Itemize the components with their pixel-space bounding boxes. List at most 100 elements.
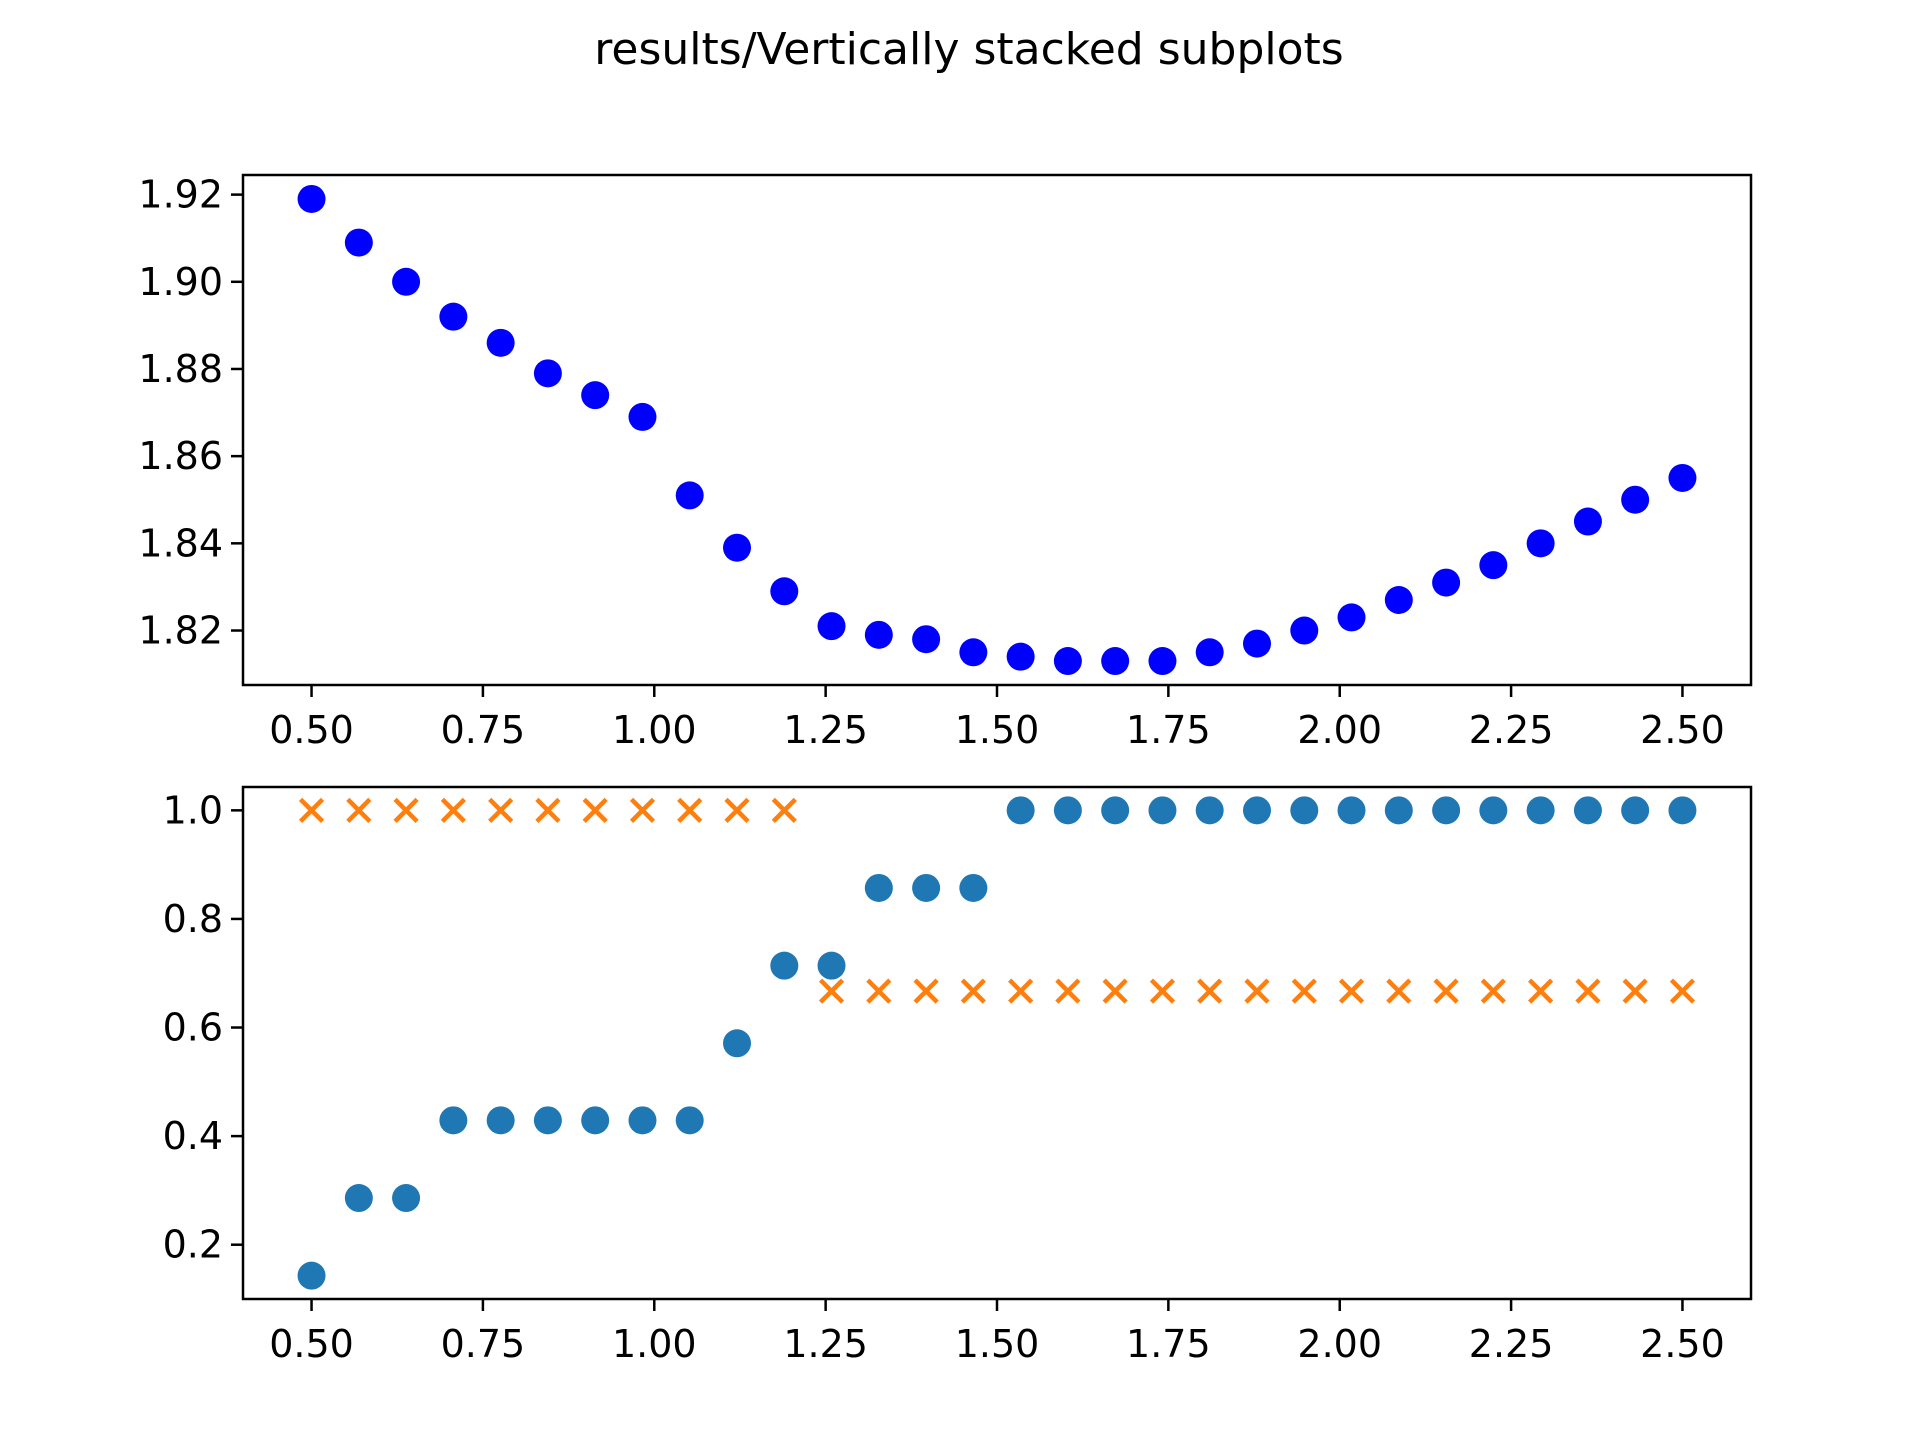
top-x-tick-label: 0.50 (269, 708, 354, 752)
bottom-series-0-point (1053, 796, 1082, 825)
top-series-0-point (1242, 629, 1271, 658)
bottom-series-1-x-marker (1102, 978, 1128, 1004)
top-series-0-point (1384, 586, 1413, 614)
top-series-0-point (817, 612, 846, 641)
bottom-series-0-point (344, 1184, 373, 1213)
bottom-series-0-point (1006, 796, 1035, 825)
top-subplot: 0.50 0.75 1.00 1.25 1.50 1.75 2.00 2.25 2.50 1.82… (138, 173, 1753, 752)
top-y-tick-label: 1.84 (138, 521, 223, 565)
bottom-series-0-point (1101, 796, 1130, 825)
bottom-series-0-point (912, 873, 941, 902)
bottom-series-1-x-marker (1338, 978, 1365, 1004)
bottom-x-tick-label: 1.50 (955, 1322, 1040, 1366)
top-series-0-point (770, 577, 799, 606)
bottom-series-0-point (959, 873, 988, 902)
bottom-series-0-point (1621, 796, 1650, 825)
bottom-y-tick-label: 0.2 (163, 1223, 223, 1267)
bottom-series-0-point (864, 873, 893, 902)
bottom-y-tick-label: 0.8 (163, 897, 223, 941)
bottom-series-1-x-marker (582, 797, 608, 823)
top-x-tick-label: 2.00 (1297, 708, 1382, 752)
bottom-series-0-point (439, 1106, 468, 1135)
bottom-series-1-x-marker (1669, 978, 1696, 1004)
top-series-0-point (297, 184, 326, 213)
top-y-tick-label: 1.88 (138, 347, 223, 391)
bottom-series-1-x-marker (960, 978, 986, 1004)
top-series-0-point (959, 638, 988, 667)
bottom-series-0-point (817, 951, 846, 980)
bottom-series-0-point (1384, 796, 1413, 825)
bottom-series-1-x-marker (724, 797, 750, 823)
figure-suptitle: results/Vertically stacked subplots (594, 24, 1343, 75)
bottom-series-0-point (1668, 796, 1697, 825)
bottom-series-1-x-marker (393, 797, 419, 823)
bottom-series-0-point (297, 1261, 326, 1290)
top-x-tick-label: 1.50 (955, 708, 1040, 752)
top-series-0-point (675, 481, 704, 510)
bottom-series-0-point (1337, 796, 1366, 825)
bottom-series-1-x-marker (346, 797, 372, 823)
bottom-series-1-x-marker (1575, 978, 1601, 1004)
bottom-series-1-x-marker (488, 797, 514, 823)
bottom-series-0-point (675, 1106, 704, 1135)
bottom-series-1-x-marker (1291, 978, 1317, 1004)
bottom-series-0-point (1432, 796, 1461, 825)
bottom-series-0-point (628, 1106, 657, 1135)
bottom-series-1-x-marker (1055, 978, 1081, 1004)
bottom-x-tick-label: 2.50 (1640, 1322, 1725, 1366)
bottom-series-0-point (1573, 796, 1602, 825)
bottom-series-0-point (770, 951, 799, 980)
bottom-series-0-point (1526, 796, 1555, 825)
bottom-series-0-point (1242, 796, 1271, 825)
top-series-0-point (439, 302, 468, 331)
top-series-0-point (1337, 603, 1366, 632)
bottom-series-1-x-marker (1433, 978, 1459, 1004)
top-series-0-point (1148, 647, 1177, 676)
top-series-0-point (581, 381, 610, 410)
bottom-y-tick-label: 0.4 (163, 1114, 223, 1158)
bottom-series-1-x-marker (677, 797, 703, 823)
bottom-series-1-x-marker (913, 978, 939, 1004)
bottom-x-tick-label: 1.75 (1126, 1322, 1211, 1366)
top-series-0-point (392, 267, 421, 296)
top-y-tick-label: 1.92 (138, 173, 223, 217)
top-series-0-point (1526, 529, 1555, 558)
top-series-0-point (486, 328, 515, 357)
bottom-x-tick-label: 2.00 (1297, 1322, 1382, 1366)
top-x-tick-label: 0.75 (441, 708, 526, 752)
top-series-0-point (1432, 568, 1461, 597)
bottom-series-0-point (1195, 796, 1224, 825)
bottom-series-0-point (486, 1106, 515, 1135)
top-y-tick-label: 1.90 (138, 260, 223, 304)
top-series-0-point (864, 620, 893, 649)
top-series-0-point (1621, 485, 1650, 514)
bottom-x-tick-label: 1.00 (612, 1322, 697, 1366)
bottom-series-1-x-marker (1622, 978, 1648, 1004)
top-series-0-point (1006, 642, 1035, 671)
top-series-0-point (344, 228, 373, 257)
bottom-series-1-x-marker (440, 797, 466, 823)
bottom-series-0-point (392, 1184, 421, 1213)
top-y-tick-label: 1.86 (138, 434, 223, 478)
top-series-0-point (1573, 507, 1602, 536)
bottom-series-0-point (533, 1106, 562, 1135)
bottom-series-1-x-marker (1197, 978, 1223, 1004)
top-series-0-point (533, 359, 562, 388)
top-series-0-point (723, 533, 752, 562)
bottom-series-1-x-marker (629, 797, 656, 823)
top-series-0-point (1101, 647, 1130, 676)
bottom-series-1-x-marker (1386, 978, 1412, 1004)
top-x-tick-label: 2.25 (1469, 708, 1554, 752)
bottom-series-1-x-marker (298, 797, 325, 823)
top-series-0-point (628, 402, 657, 431)
bottom-series-0-point (1479, 796, 1508, 825)
top-series-0-point (1290, 616, 1319, 645)
top-y-tick-label: 1.82 (138, 609, 223, 653)
bottom-series-1-x-marker (1480, 978, 1506, 1004)
bottom-series-1-x-marker (1008, 978, 1034, 1004)
bottom-series-0-point (1290, 796, 1319, 825)
top-series-0-point (1053, 647, 1082, 676)
top-series-0-point (912, 625, 941, 654)
